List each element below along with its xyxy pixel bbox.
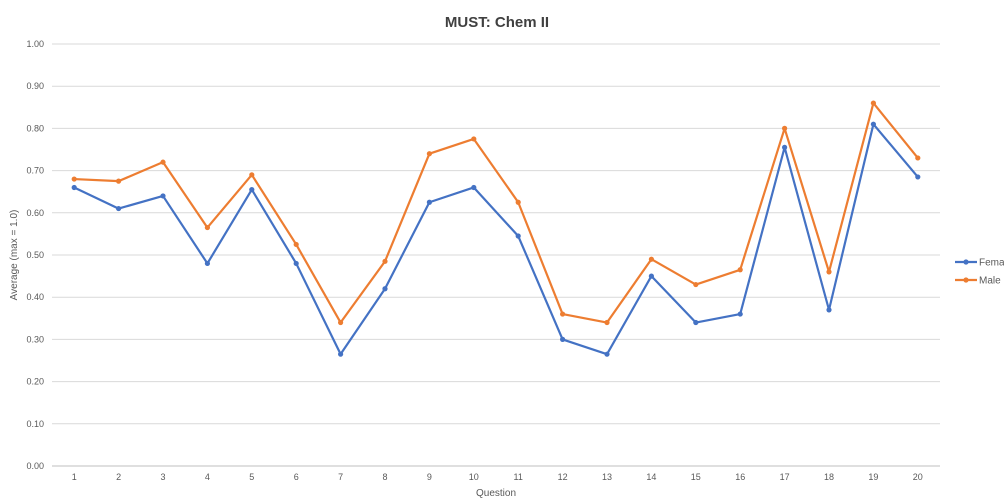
data-point bbox=[915, 155, 921, 161]
data-point bbox=[560, 336, 566, 342]
y-tick-label: 0.00 bbox=[26, 461, 44, 471]
series-line bbox=[74, 101, 919, 324]
data-point bbox=[204, 224, 210, 231]
x-tick-label: 3 bbox=[160, 472, 165, 482]
legend: Femal Male bbox=[955, 258, 1004, 287]
legend-item: Male bbox=[955, 276, 1001, 287]
y-axis-ticks: 0.00 0.10 0.20 0.30 0.40 0.50 0.60 0.70 0.80 0.90… bbox=[26, 39, 44, 471]
y-tick-label: 0.90 bbox=[26, 81, 44, 91]
y-tick-label: 0.30 bbox=[26, 334, 44, 344]
x-tick-label: 8 bbox=[382, 472, 387, 482]
data-point bbox=[293, 241, 299, 248]
data-point bbox=[426, 151, 432, 157]
y-tick-label: 0.70 bbox=[26, 166, 44, 176]
data-point bbox=[382, 286, 388, 292]
x-axis-ticks: 1 2 3 4 5 6 7 8 9 10 11 12 13 14 15 16 17 18 19 20 bbox=[72, 472, 923, 482]
y-tick-label: 0.20 bbox=[26, 377, 44, 387]
data-point bbox=[116, 178, 122, 184]
y-tick-label: 1.00 bbox=[26, 39, 44, 49]
y-tick-label: 0.40 bbox=[26, 292, 44, 302]
series-line bbox=[73, 123, 919, 356]
data-point bbox=[160, 193, 166, 199]
data-point bbox=[249, 172, 255, 178]
data-point bbox=[648, 273, 655, 279]
data-point bbox=[116, 205, 122, 212]
legend-label: Femal bbox=[979, 258, 1004, 269]
x-tick-label: 7 bbox=[338, 472, 343, 482]
x-tick-label: 1 bbox=[72, 472, 77, 482]
x-tick-label: 15 bbox=[691, 472, 701, 482]
data-point bbox=[515, 233, 521, 239]
x-tick-label: 20 bbox=[913, 472, 923, 482]
data-point bbox=[604, 319, 610, 326]
x-tick-label: 13 bbox=[602, 472, 612, 482]
data-point bbox=[915, 174, 921, 180]
y-axis-title: Average (max = 1.0) bbox=[9, 210, 20, 301]
x-tick-label: 9 bbox=[427, 472, 432, 482]
x-tick-label: 19 bbox=[868, 472, 878, 482]
data-point bbox=[338, 319, 344, 326]
legend-label: Male bbox=[979, 276, 1001, 287]
data-point bbox=[560, 311, 566, 317]
x-tick-label: 18 bbox=[824, 472, 834, 482]
x-tick-label: 14 bbox=[646, 472, 656, 482]
x-tick-label: 4 bbox=[205, 472, 210, 482]
y-tick-label: 0.80 bbox=[26, 123, 44, 133]
data-point bbox=[604, 351, 610, 357]
x-tick-label: 6 bbox=[294, 472, 299, 482]
data-point bbox=[471, 136, 477, 142]
data-point bbox=[293, 260, 299, 267]
y-tick-label: 0.60 bbox=[26, 208, 44, 218]
data-point bbox=[382, 258, 388, 264]
legend-marker bbox=[963, 259, 969, 265]
x-tick-label: 2 bbox=[116, 472, 121, 482]
y-tick-label: 0.50 bbox=[26, 250, 44, 260]
data-point bbox=[826, 307, 832, 313]
data-point bbox=[249, 186, 255, 193]
data-point bbox=[782, 125, 788, 131]
x-tick-label: 12 bbox=[558, 472, 568, 482]
data-point bbox=[471, 184, 477, 191]
data-point bbox=[737, 311, 743, 317]
x-tick-label: 10 bbox=[469, 472, 479, 482]
chart-title: MUST: Chem II bbox=[445, 14, 549, 31]
data-point bbox=[426, 199, 432, 205]
data-point bbox=[693, 281, 699, 288]
data-point bbox=[648, 256, 655, 262]
data-point bbox=[693, 319, 699, 326]
series-lines bbox=[71, 100, 921, 357]
data-point bbox=[826, 269, 832, 275]
x-tick-label: 11 bbox=[514, 472, 523, 482]
data-point bbox=[160, 159, 166, 165]
data-point bbox=[338, 351, 344, 357]
series-male bbox=[71, 100, 921, 326]
y-tick-label: 0.10 bbox=[26, 419, 44, 429]
legend-item: Femal bbox=[955, 258, 1004, 269]
legend-marker bbox=[963, 277, 969, 283]
x-tick-label: 5 bbox=[249, 472, 254, 482]
data-point bbox=[870, 100, 877, 106]
data-point bbox=[71, 176, 77, 182]
x-axis-title: Question bbox=[476, 488, 516, 499]
data-point bbox=[870, 121, 877, 127]
x-tick-label: 17 bbox=[780, 472, 790, 482]
data-point bbox=[515, 199, 521, 205]
gridlines bbox=[52, 43, 940, 467]
data-point bbox=[737, 267, 743, 273]
data-point bbox=[71, 184, 77, 191]
data-point bbox=[782, 144, 788, 150]
x-tick-label: 16 bbox=[735, 472, 745, 482]
data-point bbox=[204, 260, 210, 267]
series-femal bbox=[71, 121, 921, 357]
